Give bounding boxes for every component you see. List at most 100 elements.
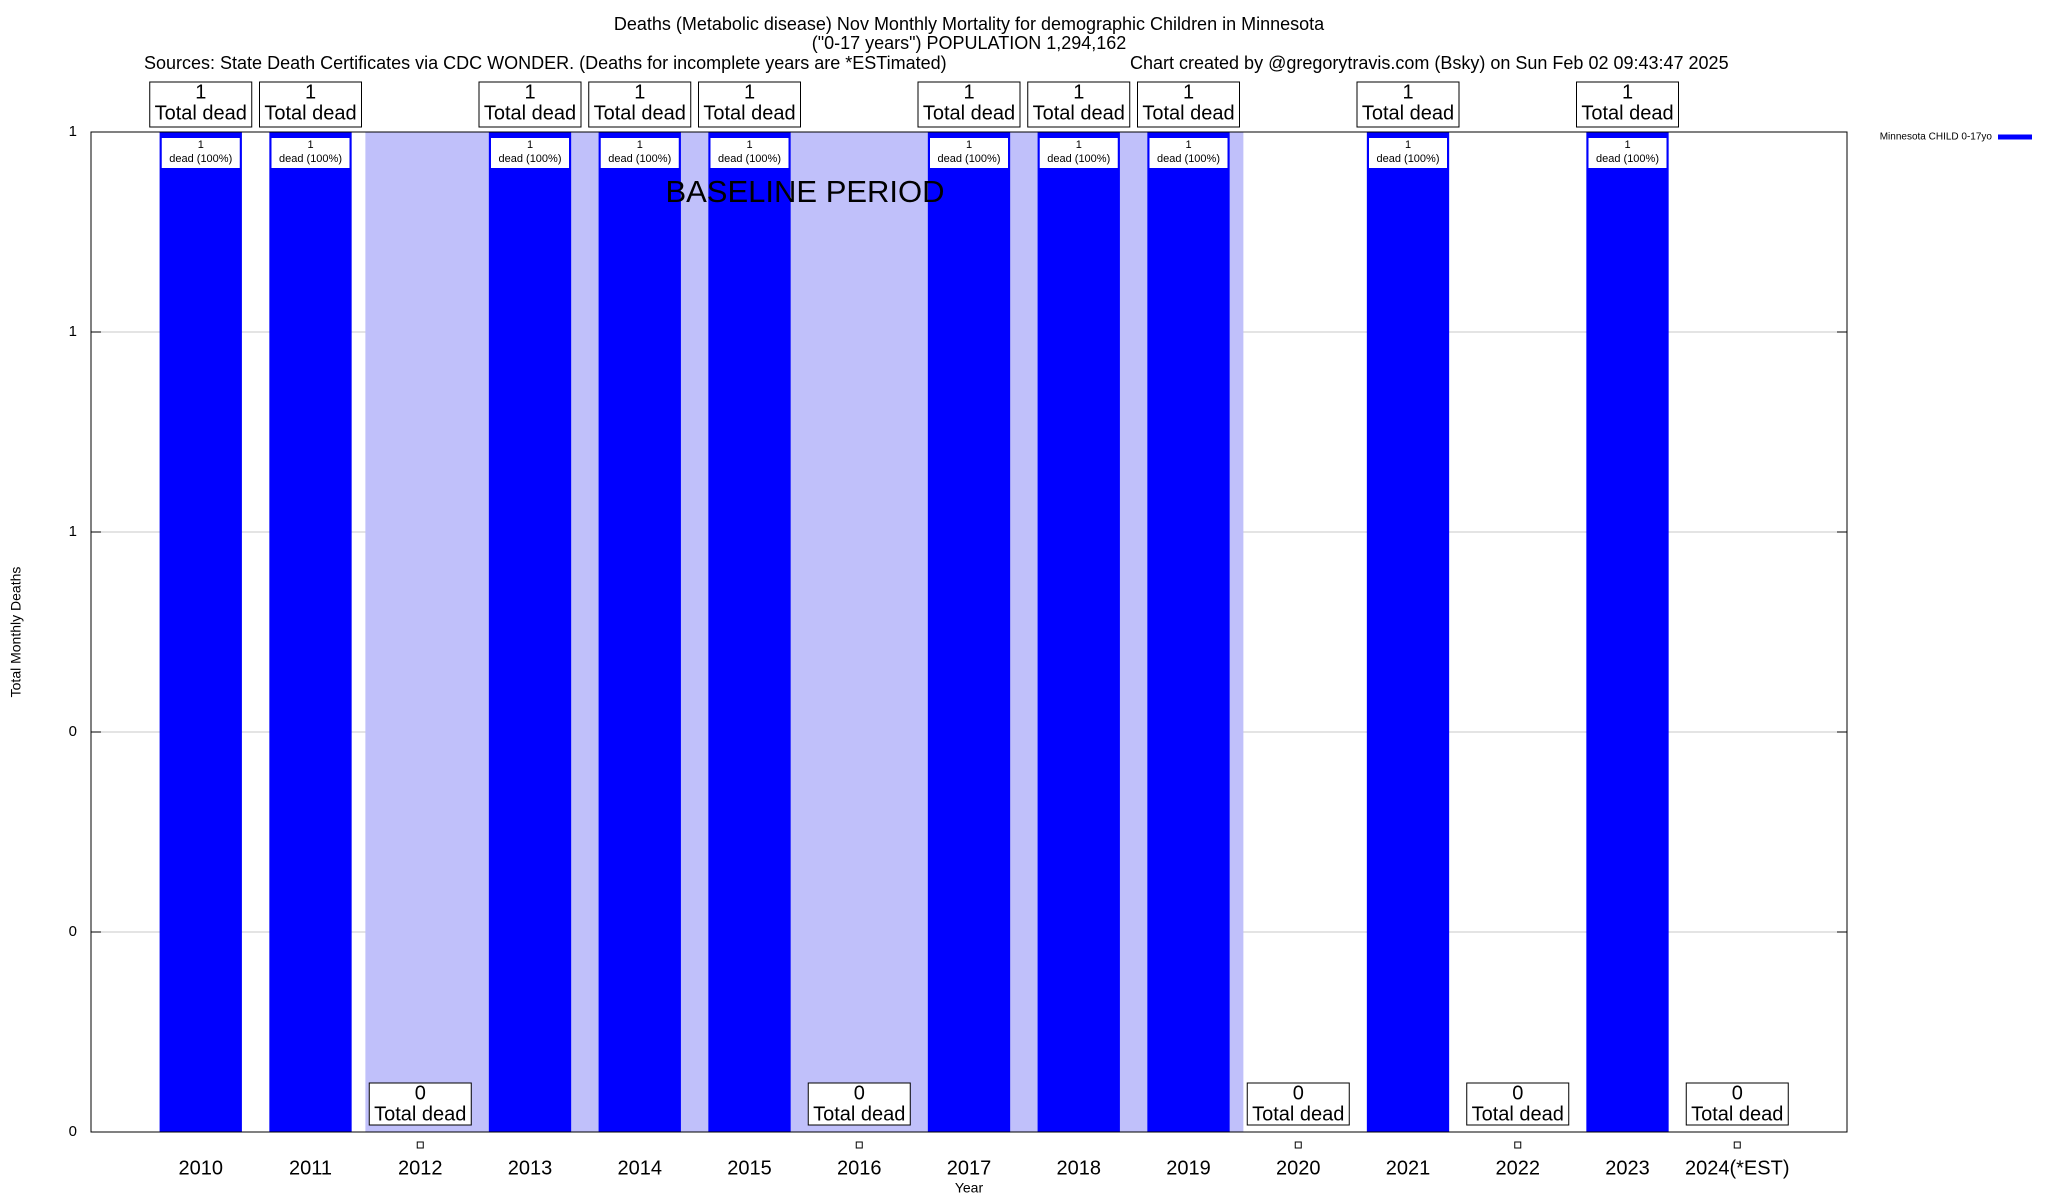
total-value: 0 [1512,1082,1523,1104]
bar-label-value: 1 [746,139,752,151]
x-axis-label: Year [955,1180,984,1196]
bar-label-text: dead (100%) [1377,153,1440,165]
bar-label-text: dead (100%) [608,153,671,165]
bar-label-value: 1 [1405,139,1411,151]
total-text: Total dead [374,1103,466,1125]
bar [708,132,791,1132]
total-text: Total dead [484,102,576,124]
total-text: Total dead [1142,102,1234,124]
x-tick-label: 2017 [947,1157,992,1179]
total-value: 1 [963,81,974,103]
x-tick-label: 2011 [289,1157,332,1179]
total-text: Total dead [813,1103,905,1125]
bar-label-box [930,138,1008,168]
bar-label-text: dead (100%) [718,153,781,165]
total-value: 1 [195,81,206,103]
y-tick-label: 0 [69,723,77,740]
total-text: Total dead [703,102,795,124]
chart-title: Deaths (Metabolic disease) Nov Monthly M… [614,14,1325,34]
y-tick-label: 1 [69,523,77,540]
bar-label-text: dead (100%) [499,153,562,165]
bar-label-value: 1 [527,139,533,151]
total-box [1027,81,1131,128]
bar-label-box [1369,138,1447,168]
total-text: Total dead [1472,1103,1564,1125]
bar-label-value: 1 [198,139,204,151]
total-value: 1 [1622,81,1633,103]
bar-label-text: dead (100%) [1157,153,1220,165]
credit-note: Chart created by @gregorytravis.com (Bsk… [1130,53,1729,73]
source-note: Sources: State Death Certificates via CD… [144,53,947,73]
bar-label-value: 1 [1185,139,1191,151]
bar-label-text: dead (100%) [1596,153,1659,165]
bar [1366,132,1450,1132]
total-box [1137,81,1240,128]
x-tick-label: 2021 [1386,1157,1431,1179]
total-value: 0 [854,1082,865,1104]
total-value: 1 [1402,81,1413,103]
bar-label-value: 1 [1076,139,1082,151]
total-value: 1 [1073,81,1084,103]
total-box [1685,1082,1789,1126]
total-text: Total dead [155,102,247,124]
total-box [149,81,253,128]
bar-label-value: 1 [637,139,643,151]
y-tick-label: 1 [69,323,77,340]
bar [1147,132,1230,1132]
bar-label-box [710,138,789,168]
total-text: Total dead [1691,1103,1783,1125]
total-box [1356,81,1460,128]
total-box [1576,81,1679,128]
bar-label-box [1149,138,1228,168]
total-value: 0 [415,1082,426,1104]
total-box [259,81,362,128]
chart-subtitle: ("0-17 years") POPULATION 1,294,162 [812,33,1127,53]
zero-marker [1294,1141,1302,1149]
zero-marker [1514,1141,1522,1149]
x-tick-label: 2015 [727,1157,772,1179]
total-box [917,81,1021,128]
y-tick-label: 0 [69,1123,77,1140]
bar-label-value: 1 [307,139,313,151]
y-axis-label: Total Monthly Deaths [8,567,24,698]
bar [269,132,352,1132]
zero-marker [1733,1141,1741,1149]
bar-label-text: dead (100%) [938,153,1001,165]
total-box [588,81,692,128]
total-box [368,1082,472,1126]
bar-label-box [1588,138,1667,168]
total-text: Total dead [1581,102,1673,124]
bar-label-box [600,138,679,168]
total-text: Total dead [1362,102,1454,124]
bar-label-box [491,138,569,168]
total-box [1246,1082,1350,1126]
plot-frame [90,131,1848,1133]
total-value: 0 [1293,1082,1304,1104]
bar [488,132,572,1132]
legend-label: Minnesota CHILD 0-17yo [1880,132,1993,143]
total-box [478,81,582,128]
total-text: Total dead [1252,1103,1344,1125]
total-box [698,81,801,128]
zero-marker [416,1141,424,1149]
y-tick-label: 1 [69,123,77,140]
bars [159,132,1669,1132]
bar [927,132,1011,1132]
total-value: 1 [634,81,645,103]
total-box [807,1082,911,1126]
total-value: 0 [1732,1082,1743,1104]
x-tick-label: 2016 [837,1157,882,1179]
x-tick-label: 2014 [618,1157,663,1179]
total-box [1466,1082,1570,1126]
bar-label-box [161,138,240,168]
bar-label-box [1039,138,1118,168]
bar-label-value: 1 [966,139,972,151]
bar-label-text: dead (100%) [279,153,342,165]
x-tick-label: 2012 [398,1157,443,1179]
total-text: Total dead [594,102,686,124]
total-value: 1 [524,81,535,103]
x-tick-label: 2010 [179,1157,224,1179]
bar [1586,132,1669,1132]
total-text: Total dead [264,102,356,124]
